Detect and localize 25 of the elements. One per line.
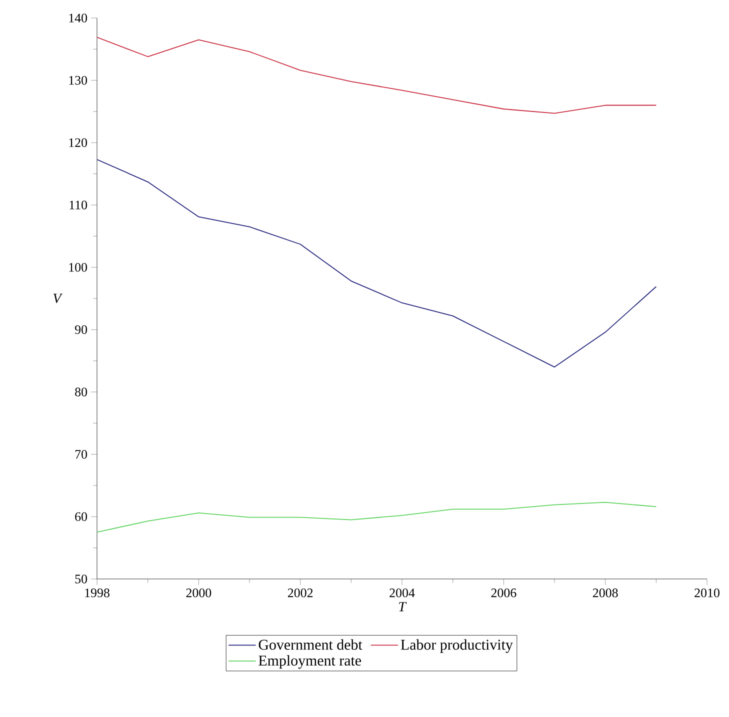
- y-tick-label: 70: [75, 450, 88, 459]
- y-tick-label: 110: [70, 200, 88, 210]
- line-series: [97, 502, 657, 533]
- x-tick-label: 2004: [390, 588, 415, 598]
- y-tick-label: 60: [75, 512, 88, 522]
- x-tick-label: 2002: [288, 588, 313, 598]
- x-tick-label: 2010: [694, 588, 720, 598]
- line-series: [97, 36, 657, 114]
- y-tick-label: 140: [69, 14, 88, 22]
- y-tick-label: 120: [69, 138, 88, 148]
- legend-label: Labor productivity: [400, 639, 513, 653]
- line-series: [97, 159, 657, 368]
- y-tick-label: 80: [75, 388, 88, 396]
- y-tick-label: 100: [69, 262, 88, 272]
- legend-label: Employment rate: [258, 655, 362, 669]
- x-axis-title: T: [399, 602, 407, 612]
- x-tick-label: 2008: [592, 588, 618, 598]
- y-tick-label: 50: [75, 574, 88, 584]
- y-tick-label: 90: [74, 325, 88, 334]
- y-tick-label: 130: [69, 76, 88, 85]
- y-axis-title: V: [53, 294, 63, 304]
- legend-label: Government debt: [258, 639, 362, 650]
- x-tick-label: 1998: [85, 588, 110, 598]
- x-tick-label: 2006: [491, 588, 516, 598]
- x-tick-label: 2000: [186, 588, 212, 598]
